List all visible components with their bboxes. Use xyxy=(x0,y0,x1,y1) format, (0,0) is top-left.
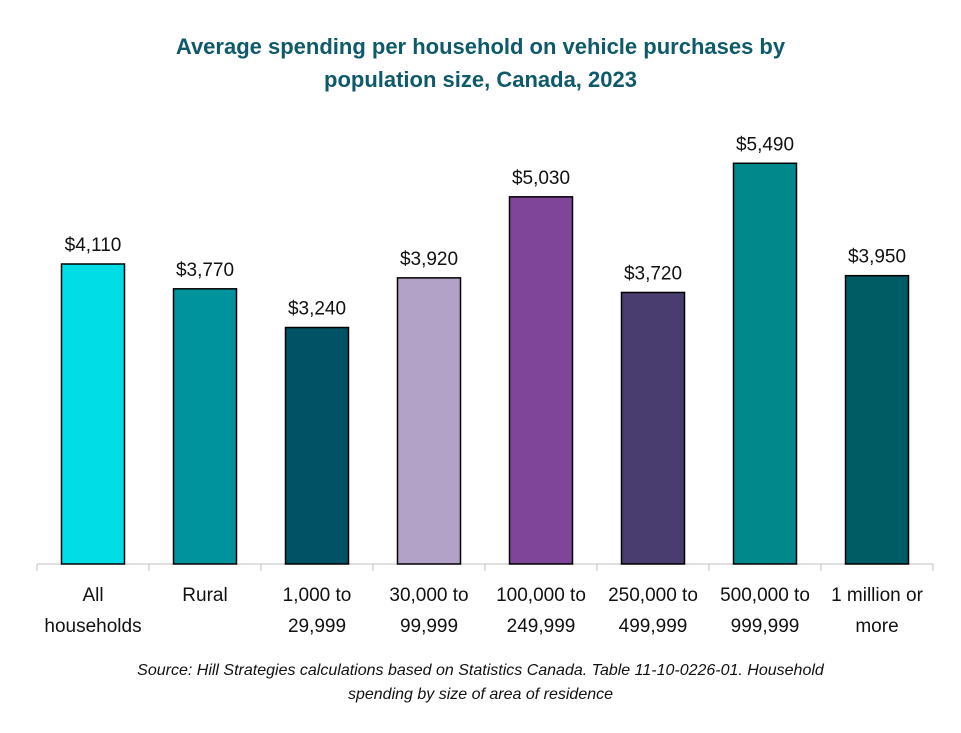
category-label: 100,000 to 249,999 xyxy=(496,585,586,637)
value-label: $5,490 xyxy=(736,134,794,155)
bar xyxy=(508,196,574,565)
bar xyxy=(844,274,910,565)
value-label: $5,030 xyxy=(512,168,570,189)
value-label: $4,110 xyxy=(65,235,122,256)
chart-title: Average spending per household on vehicl… xyxy=(0,30,961,96)
source-line-2: spending by size of area of residence xyxy=(347,686,614,703)
chart-title-line-1: Average spending per household on vehicl… xyxy=(175,34,786,59)
bar xyxy=(732,162,798,565)
category-label: 30,000 to 99,999 xyxy=(389,585,468,637)
value-label: $3,920 xyxy=(400,249,458,270)
bar xyxy=(284,326,350,565)
value-label: $3,950 xyxy=(848,247,906,268)
value-label: $3,720 xyxy=(624,263,682,284)
chart-title-line-2: population size, Canada, 2023 xyxy=(324,67,637,92)
source-note: Source: Hill Strategies calculations bas… xyxy=(0,659,961,707)
value-label: $3,770 xyxy=(176,260,234,281)
category-label: 1,000 to 29,999 xyxy=(283,585,352,637)
category-label: 500,000 to 999,999 xyxy=(720,585,810,637)
source-line-1: Source: Hill Strategies calculations bas… xyxy=(137,662,824,679)
category-label: Rural xyxy=(182,585,227,606)
bar xyxy=(396,277,462,565)
bar xyxy=(172,288,238,565)
category-label: 1 million or more xyxy=(831,585,924,637)
value-label: $3,240 xyxy=(288,299,346,320)
category-label: All households xyxy=(44,585,141,637)
bar xyxy=(620,291,686,565)
category-label: 250,000 to 499,999 xyxy=(608,585,698,637)
bar xyxy=(60,263,126,565)
